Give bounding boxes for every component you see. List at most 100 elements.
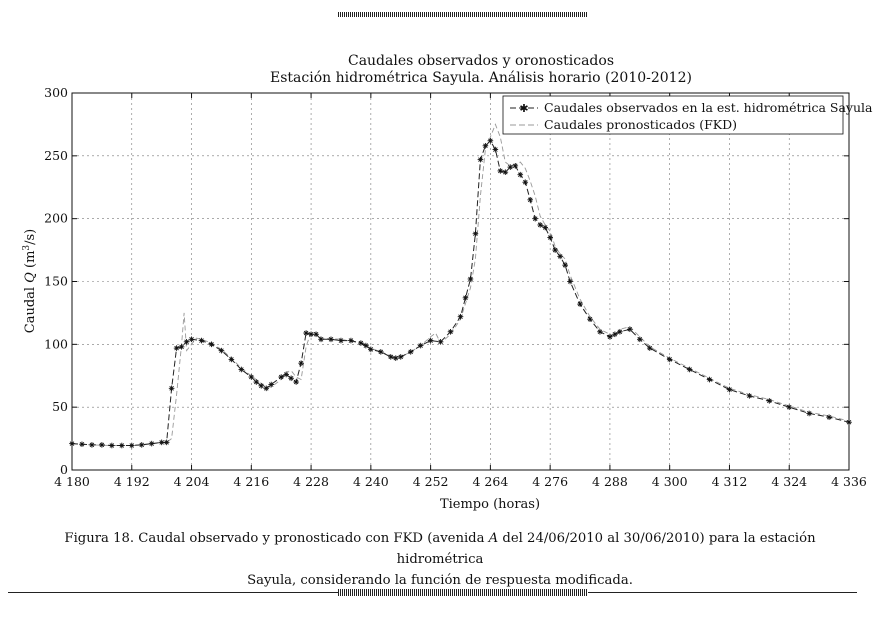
observed-point bbox=[188, 336, 195, 343]
observed-point bbox=[109, 442, 115, 449]
observed-point bbox=[597, 328, 603, 335]
observed-point bbox=[173, 345, 180, 351]
observed-point bbox=[617, 328, 623, 335]
observed-point bbox=[293, 379, 299, 385]
observed-point bbox=[258, 383, 265, 389]
observed-point bbox=[537, 222, 543, 228]
observed-point bbox=[228, 356, 235, 363]
series-forecast-line bbox=[71, 123, 850, 446]
observed-point bbox=[253, 379, 260, 385]
observed-point bbox=[363, 342, 369, 349]
observed-point bbox=[183, 339, 190, 345]
observed-point bbox=[263, 385, 270, 392]
observed-point bbox=[378, 349, 384, 355]
series-observed-line bbox=[71, 139, 850, 446]
observed-point bbox=[238, 366, 245, 373]
observed-point bbox=[806, 410, 812, 417]
x-tick-label: 4 276 bbox=[532, 474, 568, 489]
y-tick-label: 100 bbox=[44, 336, 68, 351]
observed-point bbox=[547, 234, 553, 241]
observed-point bbox=[552, 247, 558, 253]
observed-point bbox=[607, 333, 613, 340]
observed-point bbox=[507, 164, 514, 170]
x-tick-label: 4 192 bbox=[114, 474, 150, 489]
observed-point bbox=[532, 215, 539, 222]
observed-point bbox=[637, 336, 643, 343]
observed-point bbox=[163, 439, 170, 446]
observed-point bbox=[198, 337, 205, 344]
observed-point bbox=[492, 146, 499, 153]
y-tick-label: 0 bbox=[60, 462, 68, 477]
observed-point bbox=[567, 278, 573, 285]
observed-point bbox=[298, 360, 304, 366]
x-tick-label: 4 264 bbox=[472, 474, 508, 489]
observed-point bbox=[218, 347, 225, 354]
figure-caption: Figura 18. Caudal observado y pronostica… bbox=[40, 528, 840, 591]
y-tick-label: 250 bbox=[44, 148, 68, 163]
observed-point bbox=[467, 276, 474, 282]
legend-marker-observed: ✱ bbox=[519, 102, 528, 115]
observed-point bbox=[328, 336, 334, 343]
figure-caption-line1: Figura 18. Caudal observado y pronostica… bbox=[64, 531, 816, 567]
caption-italic-letter: A bbox=[488, 531, 499, 546]
observed-point bbox=[502, 169, 509, 175]
observed-point bbox=[138, 442, 145, 448]
observed-point bbox=[457, 313, 464, 320]
observed-point bbox=[497, 168, 504, 174]
observed-point bbox=[368, 346, 374, 353]
x-axis-ticks: 4 180 4 192 4 204 4 216 4 228 4 240 4 252 4 264… bbox=[54, 93, 867, 489]
series-layer bbox=[69, 123, 852, 449]
observed-point bbox=[666, 356, 673, 363]
top-rule bbox=[0, 10, 887, 18]
observed-point bbox=[786, 404, 793, 410]
observed-point bbox=[148, 440, 155, 447]
observed-point bbox=[577, 301, 583, 307]
hydrograph-chart: Caudales observados y oronosticados Esta… bbox=[22, 53, 873, 512]
x-tick-label: 4 240 bbox=[353, 474, 389, 489]
legend-label-forecast: Caudales pronosticados (FKD) bbox=[544, 117, 737, 132]
x-tick-label: 4 204 bbox=[174, 474, 210, 489]
observed-point bbox=[397, 354, 404, 360]
y-tick-label: 300 bbox=[44, 85, 68, 100]
observed-point bbox=[303, 330, 309, 336]
x-tick-label: 4 252 bbox=[413, 474, 449, 489]
observed-point bbox=[427, 337, 434, 344]
observed-point bbox=[89, 442, 95, 448]
y-axis-ticks: 0 50 100 150 200 250 300 bbox=[44, 85, 849, 477]
observed-point bbox=[338, 337, 344, 344]
chart-title: Caudales observados y oronosticados bbox=[348, 53, 614, 69]
observed-point bbox=[348, 337, 354, 344]
observed-point bbox=[407, 349, 414, 355]
observed-point bbox=[437, 339, 444, 345]
observed-point bbox=[278, 374, 284, 380]
observed-point bbox=[472, 230, 479, 237]
observed-point bbox=[283, 371, 289, 378]
y-tick-label: 150 bbox=[44, 274, 68, 289]
x-tick-label: 4 300 bbox=[652, 474, 688, 489]
observed-point bbox=[542, 224, 548, 231]
observed-point bbox=[268, 381, 275, 388]
observed-point bbox=[308, 331, 314, 338]
observed-point bbox=[158, 439, 165, 446]
observed-point bbox=[686, 366, 693, 373]
y-tick-label: 50 bbox=[52, 399, 68, 414]
observed-point bbox=[447, 328, 454, 335]
legend-box bbox=[502, 95, 844, 135]
observed-point bbox=[517, 171, 524, 178]
observed-point bbox=[99, 442, 105, 448]
observed-point bbox=[288, 375, 294, 382]
legend: ✱ Caudales observados en la est. hidromé… bbox=[502, 95, 873, 135]
observed-point bbox=[128, 442, 135, 449]
grid bbox=[72, 93, 849, 470]
observed-point bbox=[248, 374, 255, 380]
x-tick-label: 4 312 bbox=[712, 474, 748, 489]
observed-point bbox=[587, 316, 593, 322]
observed-point bbox=[79, 441, 85, 448]
observed-point bbox=[487, 137, 494, 144]
observed-point bbox=[766, 398, 773, 404]
observed-point bbox=[706, 376, 713, 383]
observed-point bbox=[119, 442, 125, 449]
observed-point bbox=[562, 262, 568, 268]
observed-point bbox=[482, 142, 489, 149]
x-tick-label: 4 324 bbox=[771, 474, 807, 489]
